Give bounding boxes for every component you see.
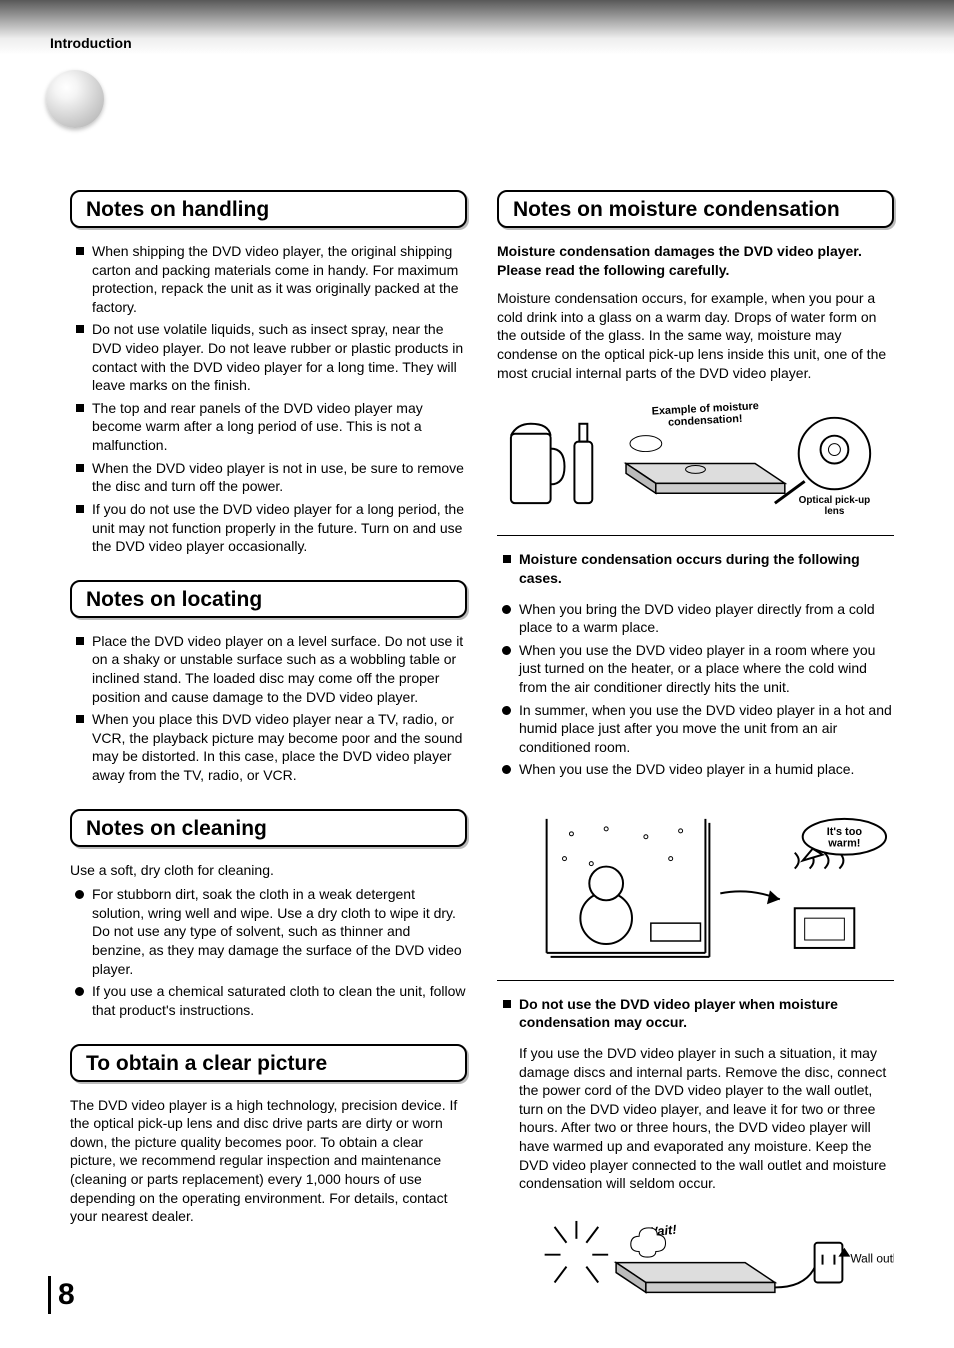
svg-text:Optical pick-up: Optical pick-up [799,495,871,506]
svg-text:condensation!: condensation! [668,413,743,429]
cleaning-lead: Use a soft, dry cloth for cleaning. [70,861,467,880]
list-item: Place the DVD video player on a level su… [70,632,467,706]
header-gradient [0,0,954,55]
list-item-text: Do not use any type of solvent, such as … [92,923,462,976]
list-item: For stubborn dirt, soak the cloth in a w… [70,885,467,978]
list-item: If you use a chemical saturated cloth to… [70,982,467,1019]
moisture-figure-1: Example of moisture condensation! Optica… [497,394,894,523]
left-column: Notes on handling When shipping the DVD … [70,190,467,1258]
list-item: In summer, when you use the DVD video pl… [497,701,894,757]
moisture-intro-para: Moisture condensation occurs, for exampl… [497,289,894,382]
list-item: When you bring the DVD video player dire… [497,600,894,637]
heading-handling: Notes on handling [70,190,467,228]
svg-text:warm!: warm! [827,838,860,850]
sphere-icon [46,70,104,128]
list-item: When the DVD video player is not in use,… [70,459,467,496]
svg-text:Wall outlet: Wall outlet [850,1252,894,1266]
list-item-text: For stubborn dirt, soak the cloth in a w… [92,886,456,921]
page-number: 8 [48,1278,75,1312]
moisture-warning-list: Do not use the DVD video player when moi… [497,995,894,1036]
list-item: When shipping the DVD video player, the … [70,242,467,316]
cleaning-list: For stubborn dirt, soak the cloth in a w… [70,885,467,1023]
clear-picture-para: The DVD video player is a high technolog… [70,1096,467,1226]
divider [497,980,894,981]
list-item: When you use the DVD video player in a r… [497,641,894,697]
divider [497,535,894,536]
moisture-warning-para: If you use the DVD video player in such … [497,1044,894,1193]
moisture-warning: Do not use the DVD video player when moi… [497,995,894,1032]
list-item: The top and rear panels of the DVD video… [70,399,467,455]
heading-clear-picture: To obtain a clear picture [70,1044,467,1082]
right-column: Notes on moisture condensation Moisture … [497,190,894,1258]
heading-moisture: Notes on moisture condensation [497,190,894,228]
list-item: When you use the DVD video player in a h… [497,760,894,779]
moisture-cases-list: When you bring the DVD video player dire… [497,600,894,783]
moisture-subheading-list: Moisture condensation occurs during the … [497,550,894,591]
list-item: Do not use volatile liquids, such as ins… [70,320,467,394]
handling-list: When shipping the DVD video player, the … [70,242,467,560]
heading-locating: Notes on locating [70,580,467,618]
page-body: Notes on handling When shipping the DVD … [70,190,894,1258]
locating-list: Place the DVD video player on a level su… [70,632,467,789]
moisture-figure-2: It's too warm! [497,809,894,968]
list-item: When you place this DVD video player nea… [70,710,467,784]
moisture-intro-bold: Moisture condensation damages the DVD vi… [497,242,894,279]
moisture-figure-3: Wait! Wall outlet [497,1213,894,1312]
svg-text:lens: lens [825,506,845,517]
heading-cleaning: Notes on cleaning [70,809,467,847]
svg-text:It's too: It's too [827,826,863,838]
moisture-subheading: Moisture condensation occurs during the … [497,550,894,587]
list-item: If you do not use the DVD video player f… [70,500,467,556]
section-header: Introduction [50,35,132,51]
